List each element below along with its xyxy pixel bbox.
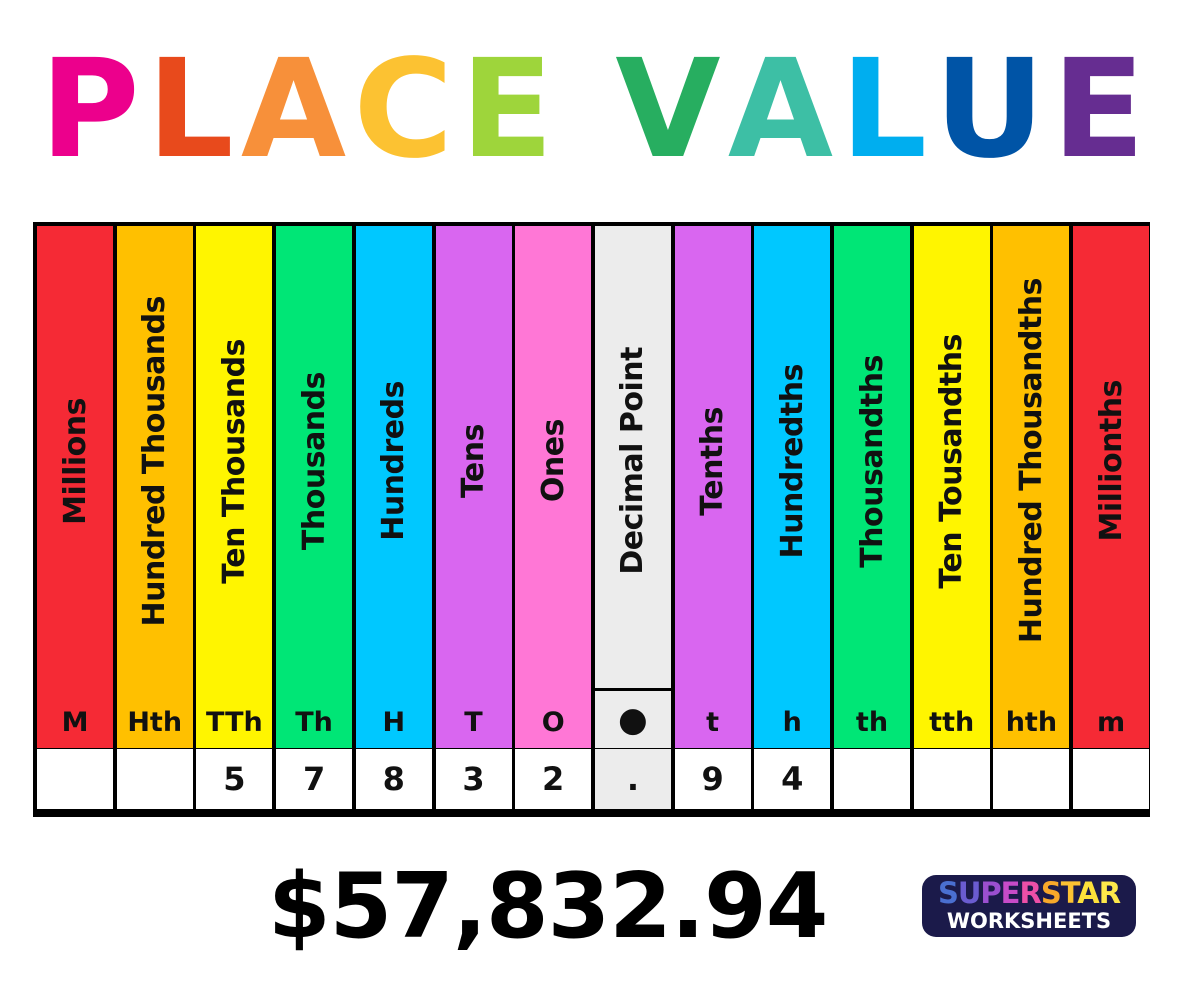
place-name-box: Ones xyxy=(515,226,591,696)
place-color-band: Millionths m xyxy=(1073,226,1150,748)
logo-letter: S xyxy=(1040,876,1062,910)
place-abbreviation: T xyxy=(464,706,483,738)
digit-cell: 3 xyxy=(435,749,512,809)
place-abbreviation: ● xyxy=(594,688,671,748)
place-abbreviation: O xyxy=(541,706,565,738)
place-abbreviation: t xyxy=(706,706,720,738)
place-color-band: Tens T xyxy=(435,226,512,748)
logo-letter: P xyxy=(980,876,1001,910)
place-abbreviation: tth xyxy=(929,706,975,738)
digit-cell xyxy=(993,749,1070,809)
title-letter: A xyxy=(727,31,834,189)
digit-cell: 4 xyxy=(754,749,831,809)
logo-letter: E xyxy=(1000,876,1021,910)
place-name-box: Tens xyxy=(436,226,512,696)
digit-cell: . xyxy=(594,749,671,809)
place-name: Hundred Thousandths xyxy=(1013,278,1049,644)
place-name: Decimal Point xyxy=(615,347,651,575)
digit-cell: 2 xyxy=(515,749,592,809)
place-name: Hundreds xyxy=(376,381,412,541)
place-name-box: Ten Thousands xyxy=(196,226,272,696)
title-letter: L xyxy=(146,31,234,189)
place-color-band: Hundred Thousands Hth xyxy=(116,226,193,748)
place-color-band: Hundreds H xyxy=(355,226,432,748)
place-name: Thousands xyxy=(296,371,332,551)
logo-letter: T xyxy=(1060,876,1079,910)
title-letter: E xyxy=(460,31,554,189)
place-color-band: Millions M xyxy=(37,226,113,748)
digit-cell xyxy=(913,749,990,809)
place-name-box: Hundred Thousandths xyxy=(993,226,1069,696)
title-letter: C xyxy=(353,31,454,189)
place-abbreviation: th xyxy=(855,706,889,738)
place-name: Tenths xyxy=(695,406,731,516)
place-name: Tens xyxy=(456,423,491,499)
place-name-box: Decimal Point xyxy=(595,226,671,696)
place-color-band: Ten Tousandths tth xyxy=(913,226,990,748)
digit-cell xyxy=(37,749,113,809)
title-letter: E xyxy=(1052,31,1145,189)
place-color-band: Hundredths h xyxy=(754,226,831,748)
logo-letter: R xyxy=(1019,876,1041,910)
place-color-band: Decimal Point ● xyxy=(594,226,671,748)
place-name-box: Tenths xyxy=(675,226,751,696)
digit-cell: 5 xyxy=(196,749,273,809)
place-name: Thousandths xyxy=(854,354,890,568)
place-abbreviation: Hth xyxy=(127,706,183,738)
digit-cell xyxy=(834,749,910,809)
place-name-box: Hundreds xyxy=(356,226,432,696)
digit-cell: 9 xyxy=(674,749,751,809)
title-letter xyxy=(561,20,608,200)
place-name: Ten Tousandths xyxy=(934,333,970,589)
place-abbreviation: TTh xyxy=(206,706,263,738)
place-name-box: Thousands xyxy=(276,226,352,696)
place-name-box: Millions xyxy=(37,226,113,696)
title-letter: V xyxy=(615,31,721,189)
place-name: Hundred Thousands xyxy=(137,295,173,627)
superstar-worksheets-logo: SUPERSTAR WORKSHEETS xyxy=(922,875,1136,937)
place-name-box: Hundred Thousands xyxy=(117,226,193,696)
logo-letter: A xyxy=(1077,876,1099,910)
place-abbreviation: M xyxy=(61,706,89,738)
place-color-band: Thousands Th xyxy=(276,226,353,748)
logo-letter: R xyxy=(1098,876,1121,910)
logo-line2: WORKSHEETS xyxy=(946,909,1112,933)
logo-line1: SUPERSTAR xyxy=(922,877,1136,909)
place-name-box: Thousandths xyxy=(834,226,910,696)
place-color-band: Thousandths th xyxy=(834,226,910,748)
digit-cell: 7 xyxy=(276,749,353,809)
title-letter: P xyxy=(40,31,140,189)
place-abbreviation: m xyxy=(1097,706,1126,738)
place-name: Millions xyxy=(57,397,93,525)
place-name-box: Millionths xyxy=(1073,226,1149,696)
place-color-band: Ones O xyxy=(515,226,592,748)
place-color-band: Tenths t xyxy=(674,226,751,748)
place-abbreviation: Th xyxy=(295,706,333,738)
place-abbreviation: hth xyxy=(1005,706,1058,738)
place-name-box: Hundredths xyxy=(754,226,830,696)
title-letter: A xyxy=(240,31,347,189)
digit-cell: 8 xyxy=(355,749,432,809)
place-name: Ten Thousands xyxy=(216,338,252,584)
place-name-box: Ten Tousandths xyxy=(914,226,990,696)
logo-letter: S xyxy=(937,876,959,910)
logo-letter: U xyxy=(957,876,982,910)
place-color-band: Hundred Thousandths hth xyxy=(993,226,1070,748)
place-name: Hundredths xyxy=(774,363,810,559)
place-abbreviation: h xyxy=(782,706,802,738)
digit-cell xyxy=(1073,749,1150,809)
title-letter: U xyxy=(934,31,1045,189)
place-name: Millionths xyxy=(1093,380,1129,542)
place-name: Ones xyxy=(535,419,571,503)
example-amount: $57,832.94 xyxy=(268,854,828,959)
place-color-band: Ten Thousands TTh xyxy=(196,226,273,748)
place-value-chart: Millions M Hundred Thousands Hth Ten Thousan… xyxy=(33,222,1150,817)
title-letter: L xyxy=(840,31,928,189)
place-abbreviation: H xyxy=(382,706,406,738)
digit-cell xyxy=(116,749,193,809)
